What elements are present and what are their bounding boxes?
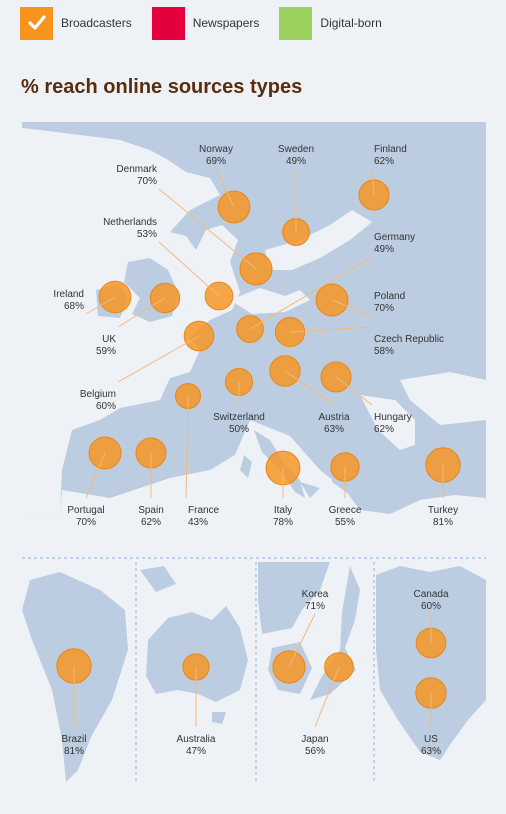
italy-name-label: Italy	[274, 505, 292, 516]
brazil-name-label: Brazil	[61, 734, 86, 745]
belgium-name-label: Belgium	[80, 389, 116, 400]
finland-leader-line	[371, 168, 375, 196]
poland-leader-line	[331, 299, 373, 317]
germany-leader-line	[249, 256, 373, 330]
legend-newspapers[interactable]: Newspapers	[151, 6, 260, 40]
legend-label-broadcasters: Broadcasters	[61, 16, 132, 30]
netherlands-leader-line	[158, 241, 220, 297]
norway-name-label: Norway	[199, 144, 233, 155]
us-name-label: US	[424, 734, 438, 745]
canada-name-label: Canada	[413, 589, 448, 600]
norway-value-label: 69%	[206, 156, 226, 167]
france-leader-line	[185, 395, 189, 499]
france-value-label: 43%	[188, 517, 208, 528]
legend: Broadcasters Newspapers Digital-born	[20, 5, 402, 41]
spain-name-label: Spain	[138, 505, 164, 516]
ireland-name-label: Ireland	[53, 289, 84, 300]
portugal-leader-line	[85, 452, 106, 499]
turkey-name-label: Turkey	[428, 505, 458, 516]
finland-name-label: Finland	[374, 144, 407, 155]
panel-dividers	[22, 557, 486, 782]
norway-leader-line	[215, 168, 235, 208]
sweden-name-label: Sweden	[278, 144, 314, 155]
france-name-label: France	[188, 505, 220, 516]
poland-name-label: Poland	[374, 291, 405, 302]
chart-title: % reach online sources types	[21, 76, 303, 98]
uk-value-label: 59%	[96, 346, 116, 357]
canada-value-label: 60%	[421, 601, 441, 612]
poland-value-label: 70%	[374, 303, 394, 314]
checkmark-icon	[27, 15, 46, 30]
north-america-landmass	[376, 566, 486, 760]
uk-name-label: UK	[102, 334, 116, 345]
legend-label-newspapers: Newspapers	[192, 16, 260, 30]
japan-value-label: 56%	[305, 746, 325, 757]
japan-leader-line	[314, 666, 340, 728]
denmark-name-label: Denmark	[116, 164, 158, 175]
digital-born-swatch	[279, 6, 313, 40]
australia-name-label: Australia	[177, 734, 216, 745]
hungary-name-label: Hungary	[374, 412, 412, 423]
switzerland-name-label: Switzerland	[213, 412, 265, 423]
australia-landmass	[140, 566, 248, 724]
portugal-value-label: 70%	[76, 517, 96, 528]
austria-leader-line	[284, 370, 335, 406]
belgium-value-label: 60%	[96, 401, 116, 412]
korea-leader-line	[288, 613, 316, 668]
us-value-label: 63%	[421, 746, 441, 757]
ireland-leader-line	[85, 296, 116, 315]
finland-value-label: 62%	[374, 156, 394, 167]
hungary-leader-line	[335, 376, 373, 406]
denmark-leader-line	[158, 188, 257, 270]
austria-name-label: Austria	[318, 412, 350, 423]
sweden-value-label: 49%	[286, 156, 306, 167]
label-layer: Norway69%Sweden49%Finland62%Denmark70%Ne…	[53, 144, 458, 757]
netherlands-value-label: 53%	[137, 229, 157, 240]
ireland-value-label: 68%	[64, 301, 84, 312]
belgium-leader-line	[117, 335, 200, 383]
germany-name-label: Germany	[374, 232, 415, 243]
austria-value-label: 63%	[324, 424, 344, 435]
australia-value-label: 47%	[186, 746, 206, 757]
denmark-value-label: 70%	[137, 176, 157, 187]
korea-value-label: 71%	[305, 601, 325, 612]
hungary-value-label: 62%	[374, 424, 394, 435]
legend-broadcasters[interactable]: Broadcasters	[20, 6, 132, 40]
legend-label-digital-born: Digital-born	[320, 16, 382, 30]
greece-value-label: 55%	[335, 517, 355, 528]
italy-value-label: 78%	[273, 517, 293, 528]
czech-name-label: Czech Republic	[374, 334, 444, 345]
netherlands-name-label: Netherlands	[103, 217, 157, 228]
czech-leader-line	[289, 326, 373, 333]
newspapers-swatch	[151, 6, 185, 40]
portugal-name-label: Portugal	[67, 505, 104, 516]
germany-value-label: 49%	[374, 244, 394, 255]
legend-digital-born[interactable]: Digital-born	[279, 6, 382, 40]
korea-name-label: Korea	[302, 589, 329, 600]
czech-value-label: 58%	[374, 346, 394, 357]
brazil-value-label: 81%	[64, 746, 84, 757]
broadcasters-swatch	[20, 6, 53, 40]
greece-name-label: Greece	[329, 505, 362, 516]
uk-leader-line	[117, 297, 166, 328]
japan-name-label: Japan	[301, 734, 328, 745]
spain-value-label: 62%	[141, 517, 161, 528]
turkey-value-label: 81%	[433, 517, 453, 528]
switzerland-value-label: 50%	[229, 424, 249, 435]
